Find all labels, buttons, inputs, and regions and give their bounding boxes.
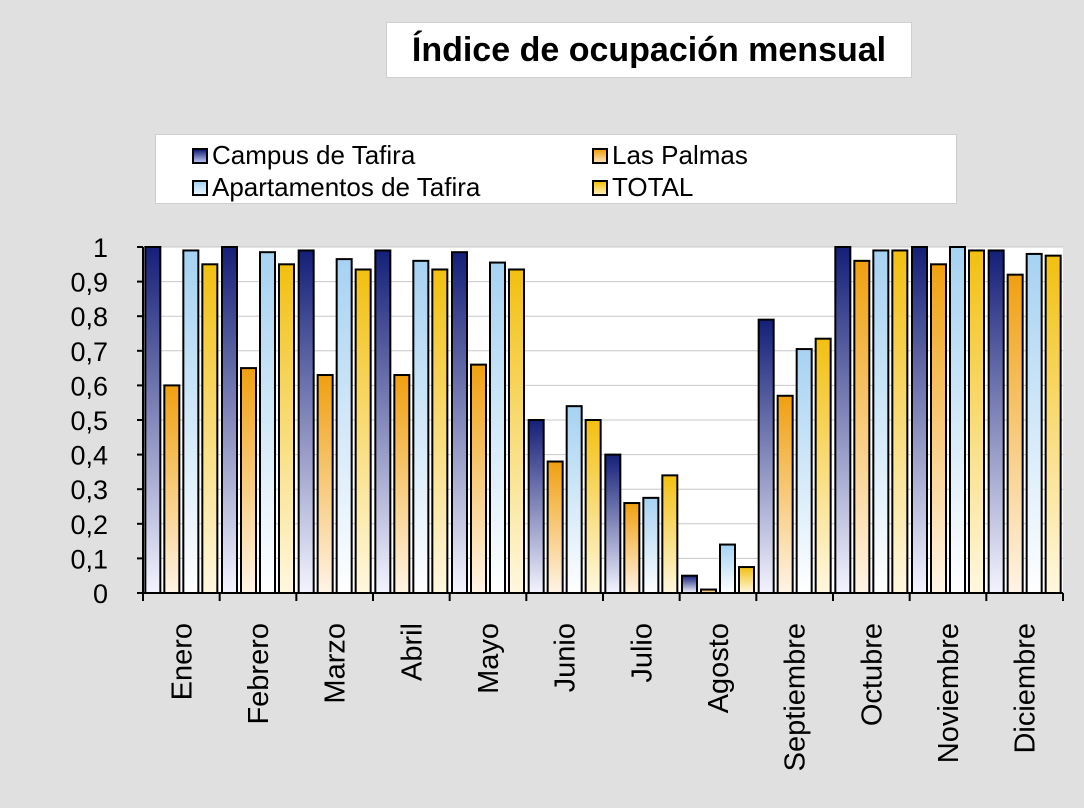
x-tick-label: Enero	[166, 623, 198, 700]
bar-las-palmas-noviembre	[930, 263, 947, 594]
bar-apartamentos-de-tafira-junio	[565, 405, 583, 594]
legend-swatch-icon	[192, 179, 208, 196]
bar-campus-de-tafira-julio	[604, 453, 622, 594]
bar-las-palmas-enero	[163, 384, 181, 594]
legend-item-total: TOTAL	[592, 172, 693, 203]
bar-apartamentos-de-tafira-diciembre	[1025, 252, 1043, 594]
bar-apartamentos-de-tafira-julio	[642, 496, 660, 595]
legend: Campus de Tafira Las Palmas Apartamentos…	[155, 134, 957, 204]
bar-las-palmas-febrero	[240, 367, 257, 594]
bar-apartamentos-de-tafira-abril	[412, 259, 430, 594]
x-tick-label: Agosto	[703, 623, 735, 713]
y-tick-label: 0,9	[70, 268, 108, 298]
x-tick-label: Noviembre	[933, 623, 965, 763]
bar-total-marzo	[354, 268, 372, 594]
y-tick-label: 0,5	[70, 406, 108, 436]
bar-total-octubre	[891, 249, 909, 595]
chart-title: Índice de ocupación mensual	[386, 22, 912, 78]
bar-las-palmas-septiembre	[776, 394, 794, 594]
bar-total-enero	[201, 263, 219, 594]
bar-total-julio	[661, 474, 679, 594]
legend-label: Las Palmas	[612, 140, 748, 170]
bar-campus-de-tafira-diciembre	[987, 249, 1005, 595]
x-tick-label: Febrero	[243, 623, 275, 725]
x-tick-label: Marzo	[320, 623, 352, 704]
bar-las-palmas-abril	[393, 374, 411, 594]
bar-total-febrero	[278, 263, 295, 594]
bar-apartamentos-de-tafira-agosto	[719, 543, 736, 594]
bar-campus-de-tafira-enero	[144, 246, 162, 594]
y-tick-label: 0,4	[70, 441, 108, 471]
bar-apartamentos-de-tafira-enero	[182, 249, 200, 595]
x-tick-label: Julio	[626, 623, 658, 683]
bar-campus-de-tafira-octubre	[834, 246, 852, 594]
bar-las-palmas-junio	[546, 460, 564, 594]
bar-apartamentos-de-tafira-marzo	[335, 258, 353, 594]
x-tick-label: Septiembre	[780, 623, 812, 771]
legend-item-apartamentos-de-tafira: Apartamentos de Tafira	[192, 172, 480, 203]
legend-swatch-icon	[592, 179, 608, 196]
bar-campus-de-tafira-junio	[527, 419, 545, 594]
bar-campus-de-tafira-abril	[374, 249, 392, 595]
bar-las-palmas-marzo	[316, 374, 334, 594]
x-tick-label: Junio	[550, 623, 582, 692]
bar-apartamentos-de-tafira-mayo	[489, 261, 506, 594]
y-tick-label: 0,2	[70, 510, 108, 540]
legend-item-las-palmas: Las Palmas	[592, 140, 748, 171]
y-tick-label: 0,1	[70, 544, 108, 574]
bar-campus-de-tafira-marzo	[297, 249, 315, 595]
bar-las-palmas-julio	[623, 502, 641, 595]
y-tick-label: 0,6	[70, 371, 108, 401]
bar-total-abril	[431, 268, 449, 594]
legend-swatch-icon	[592, 147, 608, 164]
bar-apartamentos-de-tafira-octubre	[872, 249, 890, 595]
bar-las-palmas-diciembre	[1006, 273, 1024, 594]
bar-total-septiembre	[814, 337, 832, 594]
y-tick-label: 0	[93, 579, 108, 609]
x-tick-label: Octubre	[856, 623, 888, 726]
legend-label: TOTAL	[612, 172, 694, 202]
bar-campus-de-tafira-febrero	[221, 246, 238, 594]
bar-total-diciembre	[1044, 254, 1062, 594]
bar-apartamentos-de-tafira-noviembre	[949, 246, 966, 594]
bar-campus-de-tafira-septiembre	[757, 318, 775, 594]
x-tick-label: Abril	[396, 623, 428, 681]
bar-campus-de-tafira-agosto	[681, 574, 698, 595]
legend-item-campus-de-tafira: Campus de Tafira	[192, 140, 415, 171]
bar-total-noviembre	[968, 249, 985, 595]
y-tick-label: 0,8	[70, 302, 108, 332]
bar-apartamentos-de-tafira-septiembre	[795, 348, 813, 594]
bar-apartamentos-de-tafira-febrero	[259, 251, 276, 594]
y-tick-label: 0,3	[70, 475, 108, 505]
legend-label: Apartamentos de Tafira	[212, 172, 481, 202]
x-tick-label: Mayo	[473, 623, 505, 694]
bar-total-mayo	[508, 268, 525, 594]
bar-campus-de-tafira-noviembre	[911, 246, 928, 594]
y-tick-label: 1	[93, 233, 108, 263]
bar-total-junio	[584, 419, 602, 594]
bar-total-agosto	[738, 566, 755, 594]
x-tick-label: Diciembre	[1010, 623, 1042, 754]
legend-swatch-icon	[192, 147, 208, 164]
bar-las-palmas-octubre	[853, 259, 871, 594]
bar-campus-de-tafira-mayo	[451, 251, 468, 594]
bar-las-palmas-mayo	[470, 363, 487, 595]
y-tick-label: 0,7	[70, 337, 108, 367]
legend-label: Campus de Tafira	[212, 140, 416, 170]
